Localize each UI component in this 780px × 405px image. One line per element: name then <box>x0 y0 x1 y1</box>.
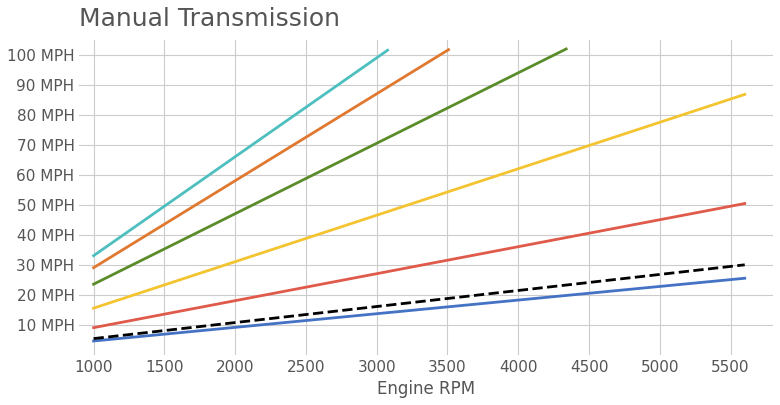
6th gear <box>124 229 133 234</box>
3rd gear <box>679 112 689 117</box>
Line: 4th gear: 4th gear <box>94 49 566 284</box>
3rd gear <box>488 175 497 180</box>
1st gear <box>474 301 484 306</box>
4th gear <box>516 69 525 74</box>
Reverse <box>477 292 486 297</box>
4th gear <box>562 47 571 51</box>
5th gear <box>444 47 453 52</box>
2nd gear <box>477 252 486 256</box>
Reverse <box>638 274 647 279</box>
Reverse <box>474 292 484 297</box>
Line: Reverse: Reverse <box>94 265 745 339</box>
6th gear <box>326 87 335 92</box>
4th gear <box>285 184 294 189</box>
2nd gear <box>638 221 647 226</box>
4th gear <box>257 198 266 203</box>
1st gear <box>679 282 689 287</box>
Reverse <box>91 336 101 341</box>
6th gear <box>328 86 338 91</box>
3rd gear <box>740 92 750 97</box>
1st gear <box>488 300 497 305</box>
Line: 5th gear: 5th gear <box>94 50 448 268</box>
3rd gear <box>91 305 101 310</box>
4th gear <box>424 115 434 120</box>
5th gear <box>427 58 436 63</box>
2nd gear <box>474 252 484 257</box>
Reverse <box>740 262 750 267</box>
6th gear <box>89 253 98 258</box>
2nd gear <box>488 249 497 254</box>
Line: 2nd gear: 2nd gear <box>94 204 745 328</box>
5th gear <box>89 265 98 270</box>
1st gear <box>740 276 750 281</box>
1st gear <box>91 338 101 343</box>
Reverse <box>89 336 98 341</box>
2nd gear <box>679 213 689 217</box>
X-axis label: Engine RPM: Engine RPM <box>378 380 475 398</box>
6th gear <box>366 60 375 65</box>
6th gear <box>331 84 340 89</box>
6th gear <box>202 174 211 179</box>
Reverse <box>488 291 497 296</box>
4th gear <box>193 230 203 234</box>
Line: 1st gear: 1st gear <box>94 278 745 341</box>
1st gear <box>477 301 486 306</box>
2nd gear <box>91 325 101 330</box>
Line: 3rd gear: 3rd gear <box>94 94 745 308</box>
Reverse <box>679 269 689 274</box>
3rd gear <box>474 179 484 184</box>
5th gear <box>363 97 373 102</box>
1st gear <box>638 286 647 290</box>
3rd gear <box>638 126 647 130</box>
4th gear <box>89 282 98 287</box>
3rd gear <box>477 179 486 183</box>
2nd gear <box>89 325 98 330</box>
4th gear <box>150 252 159 256</box>
3rd gear <box>89 306 98 311</box>
5th gear <box>144 232 153 237</box>
5th gear <box>259 161 268 166</box>
6th gear <box>383 48 392 53</box>
Text: Manual Transmission: Manual Transmission <box>80 7 340 31</box>
Line: 6th gear: 6th gear <box>94 50 388 256</box>
5th gear <box>348 106 357 111</box>
2nd gear <box>740 201 750 206</box>
5th gear <box>232 177 242 182</box>
1st gear <box>89 339 98 343</box>
